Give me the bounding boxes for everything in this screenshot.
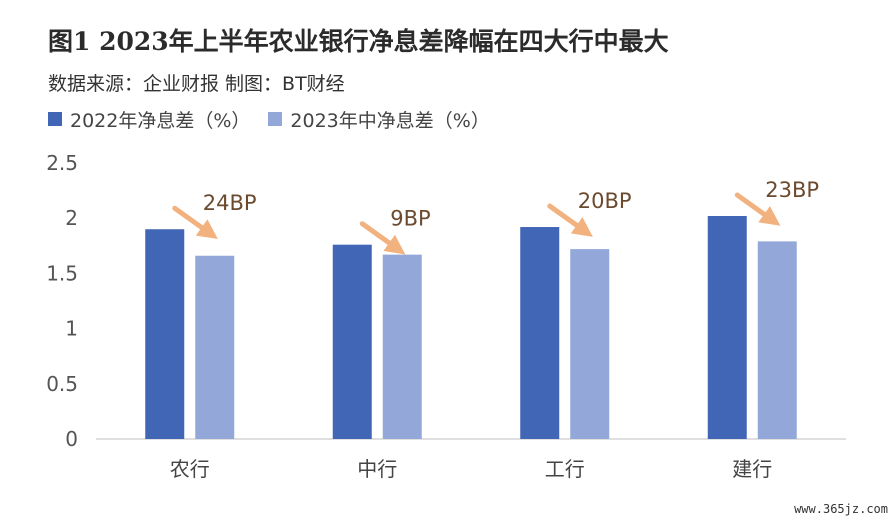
chart-source: 数据来源：企业财报 制图：BT财经	[48, 73, 345, 95]
bar-2022-0	[145, 229, 185, 439]
legend-label-2022: 2022年净息差（%）	[70, 109, 251, 132]
bar-2023-1	[382, 254, 422, 439]
x-tick-label: 农行	[170, 457, 210, 481]
watermark: www.365jz.com	[794, 502, 888, 516]
bar-2022-3	[707, 215, 747, 439]
legend-swatch-2022	[48, 112, 62, 126]
x-tick-label: 建行	[732, 457, 772, 481]
legend-item-2022: 2022年净息差（%）	[48, 106, 250, 133]
bar-2023-3	[757, 241, 797, 439]
decline-annotation: 24BP	[203, 191, 257, 215]
bar-2023-2	[570, 249, 610, 439]
bar-2023-0	[195, 255, 235, 439]
decline-arrow	[734, 192, 781, 226]
x-tick-label: 工行	[545, 457, 585, 481]
y-tick-label: 0	[65, 427, 78, 451]
decline-arrow	[359, 221, 406, 255]
decline-arrow	[547, 203, 593, 237]
legend: 2022年净息差（%） 2023年中净息差（%）	[48, 104, 508, 134]
y-tick-label: 1.5	[46, 261, 78, 285]
decline-annotation: 20BP	[578, 189, 632, 213]
y-tick-label: 0.5	[46, 372, 78, 396]
decline-arrow	[172, 205, 218, 240]
legend-swatch-2023	[268, 112, 283, 126]
decline-annotation: 9BP	[390, 207, 430, 231]
x-tick-label: 中行	[357, 457, 397, 481]
chart-title: 图1 2023年上半年农业银行净息差降幅在四大行中最大	[48, 27, 669, 56]
decline-annotation: 23BP	[765, 178, 819, 202]
bar-2022-2	[520, 227, 560, 439]
legend-label-2023: 2023年中净息差（%）	[290, 109, 490, 132]
legend-item-2023: 2023年中净息差（%）	[268, 106, 490, 133]
y-tick-label: 2	[65, 206, 78, 230]
bar-2022-1	[332, 244, 372, 439]
y-tick-label: 1	[65, 317, 78, 341]
y-tick-label: 2.5	[46, 151, 78, 175]
